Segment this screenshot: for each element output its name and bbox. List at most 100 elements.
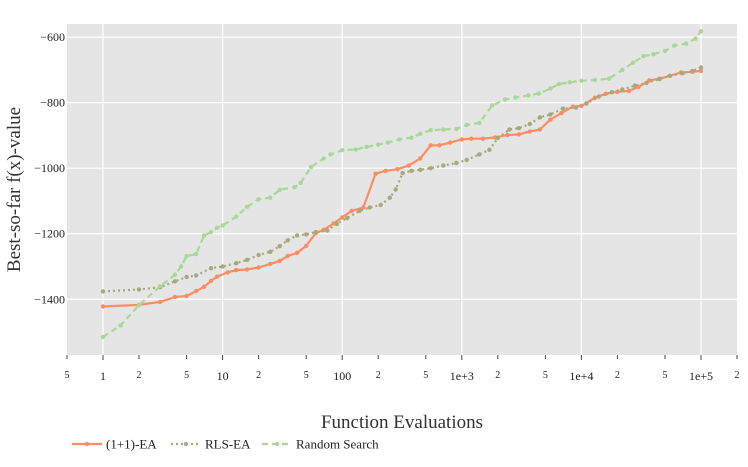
x-minor-tick-label: 5 bbox=[543, 370, 548, 381]
data-point bbox=[201, 233, 207, 238]
data-point bbox=[469, 136, 474, 141]
data-point bbox=[234, 267, 239, 273]
legend-item-3[interactable]: Random Search bbox=[262, 437, 379, 452]
x-minor-tick-label: 2 bbox=[376, 370, 381, 381]
x-minor-tick-label: 5 bbox=[304, 370, 309, 381]
x-tick-label: 100 bbox=[333, 369, 351, 383]
data-point bbox=[630, 60, 636, 65]
series-3 bbox=[100, 29, 704, 340]
data-point bbox=[268, 261, 273, 267]
data-point bbox=[373, 171, 378, 176]
x-minor-tick-label: 2 bbox=[735, 370, 740, 381]
data-point bbox=[567, 80, 572, 85]
data-point bbox=[378, 202, 383, 208]
data-point bbox=[418, 167, 423, 172]
data-point bbox=[527, 129, 532, 134]
data-point bbox=[409, 168, 414, 173]
data-point bbox=[364, 144, 369, 150]
data-point bbox=[477, 120, 482, 126]
data-point bbox=[294, 250, 300, 255]
data-point bbox=[527, 121, 532, 127]
data-point bbox=[560, 106, 566, 111]
data-point bbox=[464, 157, 469, 163]
data-point bbox=[626, 88, 632, 94]
y-tick-label: −1000 bbox=[34, 161, 65, 175]
data-point bbox=[507, 127, 512, 132]
x-minor-tick-label: 2 bbox=[615, 370, 620, 381]
data-point bbox=[647, 78, 652, 83]
data-point bbox=[193, 273, 199, 278]
legend-item-2[interactable]: RLS-EA bbox=[171, 437, 251, 452]
data-point bbox=[157, 284, 163, 289]
data-point bbox=[387, 195, 392, 200]
plot-background bbox=[67, 24, 737, 355]
data-point bbox=[285, 238, 290, 243]
data-point bbox=[244, 267, 250, 272]
data-point bbox=[397, 137, 402, 142]
data-point bbox=[340, 148, 345, 153]
x-minor-tick-label: 5 bbox=[65, 370, 70, 381]
data-point bbox=[536, 91, 541, 96]
data-point bbox=[136, 303, 142, 308]
data-point bbox=[409, 135, 414, 140]
x-tick-label: 1 bbox=[100, 369, 106, 383]
data-point bbox=[579, 78, 584, 83]
data-point bbox=[376, 142, 381, 147]
x-tick-label: 1e+4 bbox=[569, 369, 593, 383]
data-point bbox=[308, 164, 314, 170]
data-point bbox=[680, 71, 685, 76]
series-layer bbox=[100, 29, 704, 340]
data-point bbox=[178, 264, 184, 269]
data-point bbox=[516, 132, 522, 137]
data-point bbox=[277, 258, 282, 264]
x-axis-title: Function Evaluations bbox=[321, 412, 483, 433]
data-point bbox=[690, 68, 695, 74]
data-point bbox=[596, 94, 602, 99]
data-point bbox=[285, 253, 290, 259]
data-point bbox=[487, 147, 492, 152]
data-point bbox=[234, 214, 239, 219]
data-point bbox=[172, 294, 178, 300]
data-point bbox=[657, 76, 662, 82]
data-point bbox=[584, 101, 589, 106]
data-point bbox=[234, 261, 239, 266]
data-point bbox=[548, 86, 553, 91]
data-point bbox=[100, 304, 106, 309]
series-line bbox=[102, 66, 702, 293]
data-point bbox=[325, 228, 330, 233]
data-point bbox=[698, 29, 704, 34]
y-tick-label: −1200 bbox=[34, 227, 65, 241]
data-point bbox=[698, 65, 704, 70]
data-point bbox=[606, 76, 612, 81]
legend-marker bbox=[84, 441, 90, 447]
data-point bbox=[349, 208, 354, 213]
x-minor-tick-label: 5 bbox=[423, 370, 428, 381]
x-minor-tick-label: 5 bbox=[184, 370, 189, 381]
data-point bbox=[632, 83, 638, 88]
data-point bbox=[418, 131, 423, 136]
data-point bbox=[651, 52, 656, 57]
data-point bbox=[406, 163, 411, 168]
series-2 bbox=[100, 65, 704, 294]
data-point bbox=[157, 299, 163, 305]
legend[interactable]: (1+1)-EA RLS-EA Random Search bbox=[72, 437, 379, 452]
data-point bbox=[672, 43, 677, 48]
y-tick-label: −1400 bbox=[34, 292, 65, 306]
data-point bbox=[292, 185, 297, 190]
data-point bbox=[556, 81, 562, 87]
x-axis-ticks: 1 10 100 1e+3 1e+4 1e+5 5 2 5 2 5 2 5 2 5 2 5 2 bbox=[65, 355, 740, 383]
legend-marker bbox=[183, 441, 189, 447]
data-point bbox=[294, 233, 300, 238]
data-point bbox=[298, 180, 303, 186]
x-tick-label: 1e+3 bbox=[450, 369, 474, 383]
legend-item-1[interactable]: (1+1)-EA bbox=[72, 437, 157, 452]
data-point bbox=[340, 215, 345, 220]
data-point bbox=[313, 229, 318, 235]
data-point bbox=[345, 215, 350, 221]
data-point bbox=[201, 284, 207, 289]
data-point bbox=[353, 147, 358, 152]
legend-marker bbox=[274, 441, 280, 447]
legend-label: (1+1)-EA bbox=[106, 437, 157, 452]
data-point bbox=[393, 187, 398, 192]
